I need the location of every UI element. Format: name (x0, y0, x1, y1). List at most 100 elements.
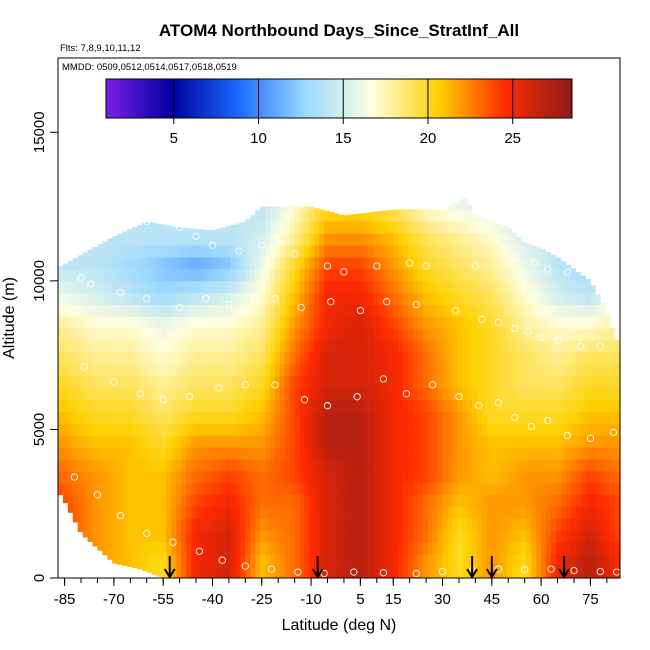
heat-cell (274, 566, 281, 578)
heat-cell (274, 280, 281, 294)
heat-cell (615, 459, 620, 472)
heat-cell (546, 304, 552, 317)
heat-cell (353, 245, 360, 258)
heat-cell (570, 304, 576, 317)
heat-cell (146, 447, 152, 460)
heat-cell (87, 411, 93, 424)
heat-cell (442, 209, 448, 222)
heat-cell (161, 447, 167, 460)
heat-cell (186, 375, 192, 389)
heat-cell (343, 375, 350, 389)
heat-cell (560, 387, 567, 401)
heat-cell (378, 375, 384, 389)
heat-cell (383, 257, 389, 270)
heat-cell (191, 435, 197, 448)
heat-cell (393, 352, 399, 365)
heat-cell (358, 221, 364, 234)
heat-cell (437, 375, 443, 389)
heat-cell (496, 411, 502, 424)
heat-cell (260, 245, 266, 258)
heat-cell (186, 554, 192, 567)
heat-cell (560, 411, 567, 424)
heat-cell (240, 387, 246, 401)
heat-cell (151, 387, 157, 401)
heat-cell (353, 316, 360, 329)
heat-cell (235, 340, 241, 353)
heat-cell (452, 506, 458, 519)
heat-cell (260, 566, 266, 578)
sample-point (87, 280, 95, 288)
heat-cell (146, 352, 152, 365)
heat-cell (373, 292, 379, 305)
heat-cell (610, 566, 616, 578)
sample-point (511, 324, 519, 333)
heat-cell (403, 566, 409, 578)
heat-cell (235, 304, 241, 317)
heat-cell (304, 387, 310, 401)
sample-point (143, 295, 151, 303)
heat-cell (136, 328, 143, 341)
heat-cell (309, 292, 315, 305)
heat-cell (62, 459, 69, 472)
heat-cell (72, 399, 79, 412)
heat-cell (398, 530, 404, 543)
heat-cell (97, 352, 103, 365)
heat-cell (605, 411, 611, 424)
heat-cell (481, 399, 488, 412)
heat-cell (467, 375, 473, 389)
heat-cell (403, 554, 409, 567)
heat-cell (225, 387, 231, 401)
heat-cell (437, 304, 443, 317)
heat-cell (196, 518, 202, 531)
heat-cell (605, 340, 611, 353)
heat-cell (412, 292, 419, 305)
heat-cell (417, 221, 424, 234)
heat-cell (319, 387, 325, 401)
heat-cell (265, 566, 271, 578)
heat-cell (610, 482, 616, 496)
heat-cell (422, 268, 429, 282)
heat-cell (151, 257, 157, 270)
heat-cell (186, 494, 192, 507)
heat-cell (225, 364, 231, 377)
heat-cell (339, 328, 345, 341)
heat-cell (309, 423, 315, 436)
heat-cell (102, 257, 108, 270)
heat-cell (546, 471, 552, 484)
heat-cell (373, 268, 379, 282)
heat-cell (457, 554, 463, 567)
heat-cell (245, 399, 251, 412)
heat-cell (477, 328, 483, 341)
heat-cell (314, 233, 320, 246)
heat-cell (151, 494, 157, 507)
heat-cell (269, 411, 276, 424)
heat-cell (304, 506, 310, 519)
heat-cell (146, 482, 152, 496)
heat-cell (131, 518, 138, 531)
heat-cell (432, 411, 438, 424)
heat-cell (442, 423, 448, 436)
heat-cell (373, 494, 379, 507)
heat-cell (131, 566, 138, 569)
heat-cell (565, 399, 571, 412)
heat-cell (442, 221, 448, 234)
heat-cell (368, 435, 374, 448)
heat-cell (353, 506, 360, 519)
heat-cell (146, 399, 152, 412)
heat-cell (348, 375, 355, 389)
heat-cell (230, 423, 236, 436)
heat-cell (102, 542, 108, 555)
heat-cell (555, 554, 562, 567)
heat-cell (481, 218, 488, 222)
heat-cell (580, 482, 586, 496)
heat-cell (412, 221, 419, 234)
heat-cell (363, 352, 369, 365)
heat-cell (595, 471, 601, 484)
heat-cell (151, 423, 157, 436)
heat-cell (408, 435, 414, 448)
heat-cell (348, 447, 355, 460)
heat-cell (117, 459, 123, 472)
heat-cell (58, 364, 64, 377)
heat-cell (432, 316, 438, 329)
heat-cell (196, 387, 202, 401)
